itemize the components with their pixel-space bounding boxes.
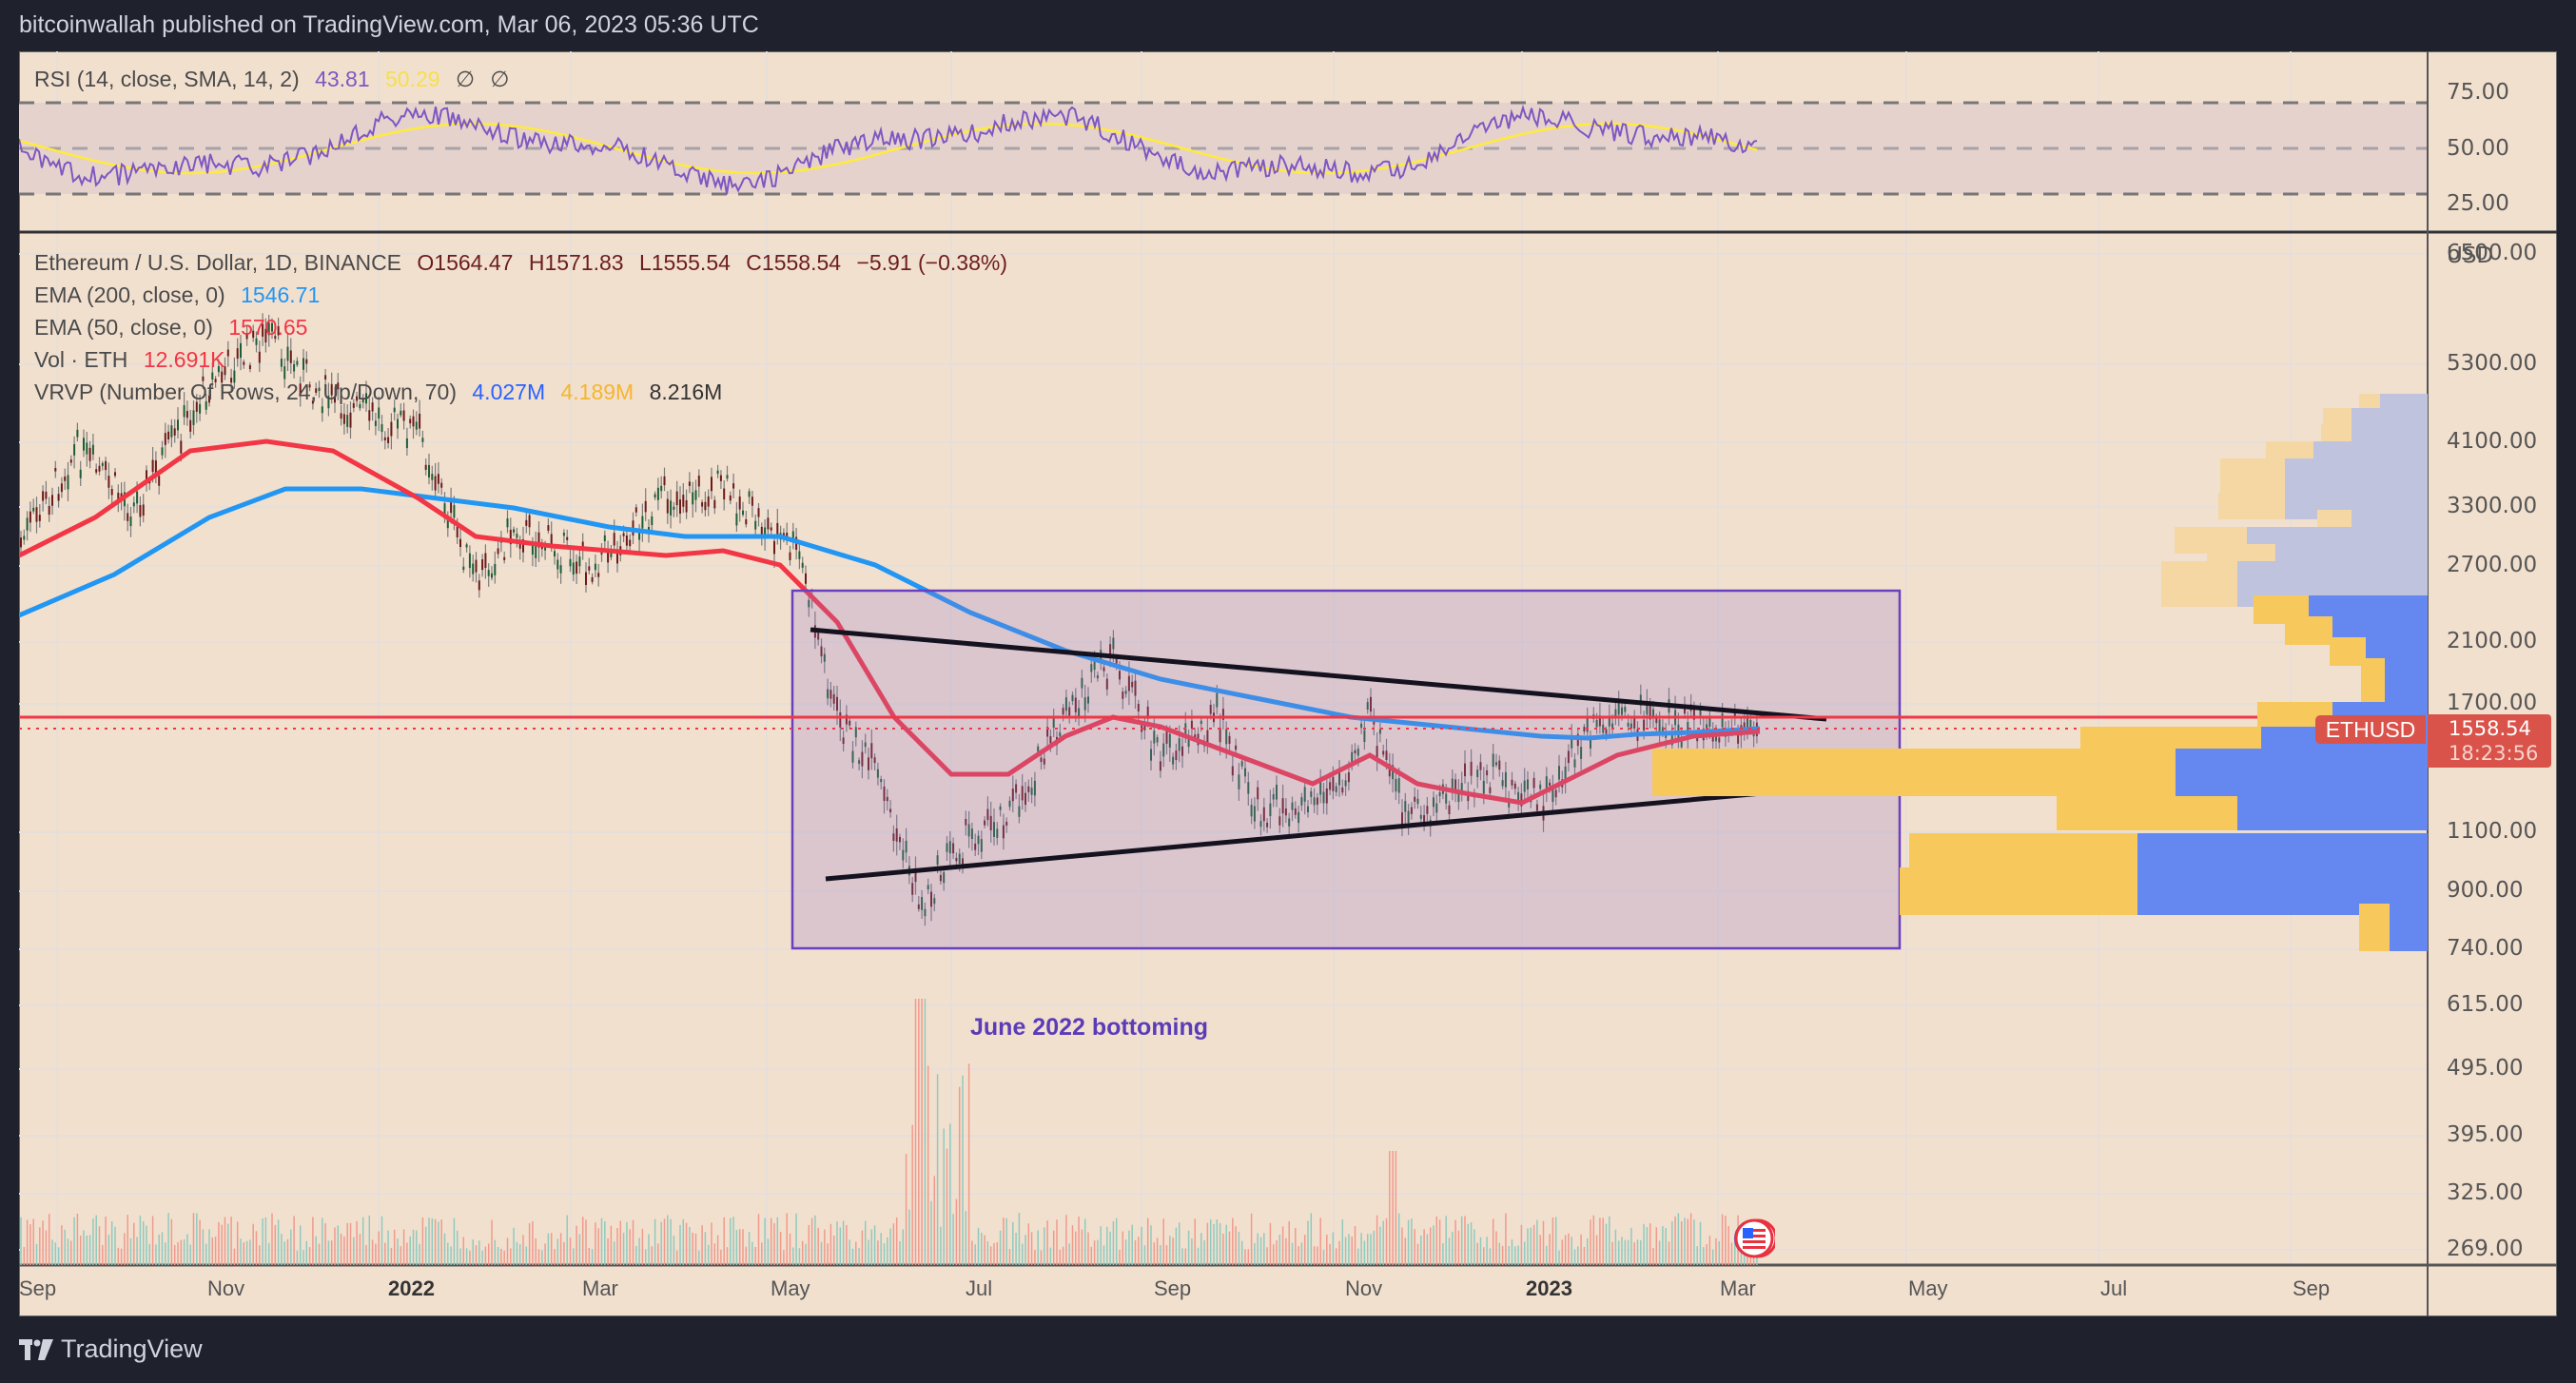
time-axis-label: 2022	[388, 1276, 435, 1300]
vrvp-up-bar	[2313, 441, 2428, 460]
tradingview-logo-icon	[19, 1338, 53, 1360]
vrvp-down-bar	[2359, 904, 2390, 951]
candlesticks	[20, 313, 1758, 926]
vrvp-down-bar	[2218, 493, 2285, 519]
time-axis-label: May	[1908, 1276, 1948, 1300]
ohlc-low: L1555.54	[638, 250, 731, 275]
volume-value: 12.691K	[143, 347, 225, 372]
time-axis-label: Mar	[582, 1276, 618, 1300]
price-axis-label: 900.00	[2447, 878, 2524, 903]
vrvp-up-bar	[2352, 408, 2428, 425]
vrvp-down-bar	[2266, 441, 2313, 460]
tradingview-brand: TradingView	[61, 1334, 203, 1363]
vrvp-up-bar	[2380, 394, 2428, 411]
ema200-label: EMA (200, close, 0)	[34, 282, 225, 307]
price-axis-currency: USD	[2447, 243, 2494, 268]
rsi-value: 43.81	[315, 67, 370, 91]
rsi-legend: RSI (14, close, SMA, 14, 2) 43.81 50.29 …	[34, 67, 518, 92]
rsi-axis-25: 25.00	[2447, 191, 2509, 216]
vrvp-down-bar	[1652, 749, 2176, 796]
vrvp-up-bar	[2176, 749, 2428, 796]
rsi-label: RSI (14, close, SMA, 14, 2)	[34, 67, 300, 91]
bar-countdown: 18:23:56	[2449, 742, 2539, 765]
publish-info: bitcoinwallah published on TradingView.c…	[19, 11, 759, 38]
ema200-legend[interactable]: EMA (200, close, 0) 1546.71	[34, 282, 329, 308]
vrvp-up-bar	[2352, 510, 2428, 531]
time-axis-label: Nov	[1345, 1276, 1383, 1300]
time-axis-label: Sep	[2293, 1276, 2331, 1300]
ema200-line	[19, 486, 1761, 741]
rsi-extra-1: ∅	[455, 67, 476, 91]
ema200-value: 1546.71	[241, 282, 321, 307]
ema50-line	[19, 438, 1761, 806]
vrvp-down-bar	[2321, 424, 2352, 441]
vrvp-down-bar	[2330, 637, 2366, 666]
last-price: 1558.54	[2449, 717, 2531, 740]
vrvp-down-bar	[2057, 796, 2237, 830]
price-axis-label: 740.00	[2447, 936, 2524, 961]
price-axis-label: 5300.00	[2447, 351, 2538, 376]
vrvp-legend[interactable]: VRVP (Number Of Rows, 24, Up/Down, 70) 4…	[34, 380, 732, 405]
vrvp-down-bar	[2317, 510, 2352, 531]
vrvp-down-value: 4.189M	[560, 380, 634, 404]
time-axis-label: Sep	[1154, 1276, 1192, 1300]
vrvp-down-bar	[2359, 394, 2380, 411]
vrvp-up-bar	[2390, 904, 2428, 951]
price-axis-label: 1100.00	[2447, 819, 2538, 844]
vrvp-down-bar	[2285, 616, 2332, 645]
time-axis-label: Sep	[19, 1276, 57, 1300]
vrvp-down-bar	[2161, 578, 2237, 607]
price-axis-label: 269.00	[2447, 1237, 2524, 1261]
symbol-price-tag: ETHUSD	[2315, 715, 2426, 744]
ema50-label: EMA (50, close, 0)	[34, 315, 213, 340]
price-axis-label: 615.00	[2447, 992, 2524, 1017]
rsi-sma-value: 50.29	[385, 67, 440, 91]
ohlc-open: O1564.47	[417, 250, 514, 275]
vrvp-up-bar	[2352, 424, 2428, 441]
rsi-extra-2: ∅	[490, 67, 510, 91]
ohlc-close: C1558.54	[746, 250, 842, 275]
time-axis-label: Nov	[207, 1276, 245, 1300]
annotation-june-bottoming[interactable]: June 2022 bottoming	[970, 1014, 1209, 1041]
price-axis-label: 6500.00	[2447, 241, 2538, 265]
price-axis-label: 495.00	[2447, 1056, 2524, 1081]
symbol-legend: Ethereum / U.S. Dollar, 1D, BINANCE O156…	[34, 250, 1017, 276]
ohlc-high: H1571.83	[528, 250, 624, 275]
vrvp-down-bar	[1900, 867, 2137, 915]
rsi-line	[19, 104, 1758, 195]
ema50-legend[interactable]: EMA (50, close, 0) 1570.65	[34, 315, 317, 341]
volume-label: Vol · ETH	[34, 347, 128, 372]
time-axis-label: Jul	[2100, 1276, 2128, 1300]
price-axis-label: 1700.00	[2447, 691, 2538, 715]
price-axis-label: 325.00	[2447, 1180, 2524, 1205]
price-axis-label: 4100.00	[2447, 429, 2538, 454]
last-price-tag: 1558.54 18:23:56	[2428, 714, 2551, 768]
vrvp-label: VRVP (Number Of Rows, 24, Up/Down, 70)	[34, 380, 457, 404]
vrvp-down-bar	[2323, 408, 2352, 425]
time-axis-label: Mar	[1720, 1276, 1756, 1300]
time-axis-label: Jul	[966, 1276, 993, 1300]
vrvp-up-bar	[2237, 796, 2428, 830]
volume-legend[interactable]: Vol · ETH 12.691K	[34, 347, 235, 373]
price-axis-label: 395.00	[2447, 1122, 2524, 1147]
chart-frame	[19, 51, 2557, 1316]
time-axis-label: 2023	[1526, 1276, 1572, 1300]
rsi-sma-line	[19, 122, 1758, 175]
us-economic-event-icon[interactable]	[1733, 1217, 1775, 1259]
rsi-axis-50: 50.00	[2447, 136, 2509, 161]
upper-trendline	[810, 627, 1827, 722]
rsi-axis-75: 75.00	[2447, 80, 2509, 105]
ema50-value: 1570.65	[228, 315, 308, 340]
ohlc-change: −5.91 (−0.38%)	[856, 250, 1007, 275]
lower-trendline	[825, 785, 1825, 882]
vrvp-up-value: 4.027M	[472, 380, 546, 404]
price-axis-label: 2100.00	[2447, 629, 2538, 653]
tradingview-footer[interactable]: TradingView	[19, 1334, 203, 1364]
time-axis-label: May	[771, 1276, 810, 1300]
symbol-title[interactable]: Ethereum / U.S. Dollar, 1D, BINANCE	[34, 250, 402, 275]
price-axis-label: 2700.00	[2447, 553, 2538, 577]
vrvp-total-value: 8.216M	[649, 380, 723, 404]
price-axis-label: 3300.00	[2447, 494, 2538, 518]
chart-canvas[interactable]	[19, 51, 2557, 1316]
